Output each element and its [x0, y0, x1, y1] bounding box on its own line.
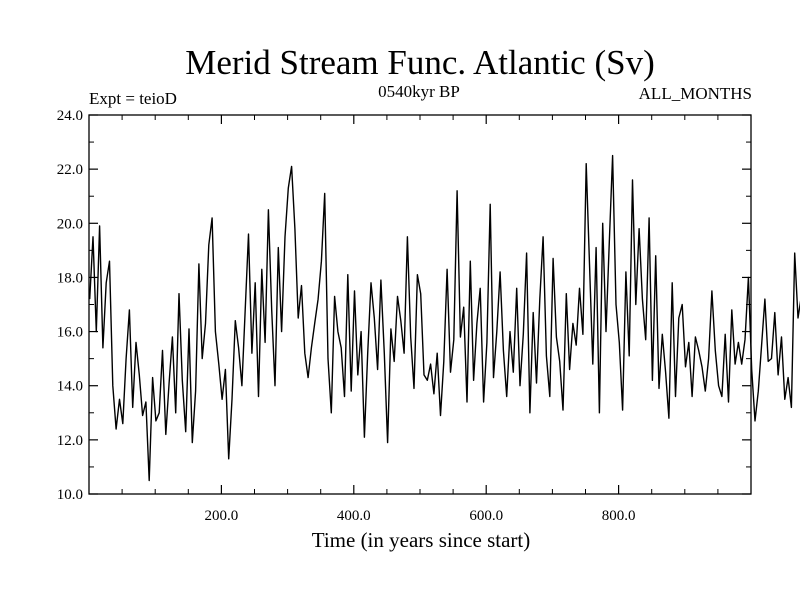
- x-axis: 200.0 400.0 600.0 800.0: [121, 115, 719, 524]
- y-tick-label: 16.0: [57, 325, 83, 341]
- y-tick-label: 10.0: [57, 487, 83, 503]
- y-tick-label: 24.0: [57, 108, 83, 124]
- y-tick-label: 20.0: [57, 216, 83, 232]
- x-tick-label: 200.0: [205, 508, 239, 524]
- y-tick-label: 12.0: [57, 433, 83, 449]
- x-tick-label: 600.0: [469, 508, 503, 524]
- period-label: 0540kyr BP: [378, 82, 460, 101]
- y-tick-label: 14.0: [57, 379, 83, 395]
- experiment-label: Expt = teioD: [89, 89, 177, 108]
- plot-frame: [88, 114, 752, 495]
- y-tick-label: 22.0: [57, 162, 83, 178]
- chart-title: Merid Stream Func. Atlantic (Sv): [185, 43, 655, 82]
- series-line: [89, 154, 800, 482]
- y-axis: 10.0 12.0 14.0 16.0 18.0 20.0 22.0 24.0: [57, 108, 751, 503]
- months-label: ALL_MONTHS: [639, 84, 752, 103]
- x-tick-label: 800.0: [602, 508, 636, 524]
- x-axis-label: Time (in years since start): [312, 528, 531, 552]
- y-tick-label: 18.0: [57, 270, 83, 286]
- x-tick-label: 400.0: [337, 508, 371, 524]
